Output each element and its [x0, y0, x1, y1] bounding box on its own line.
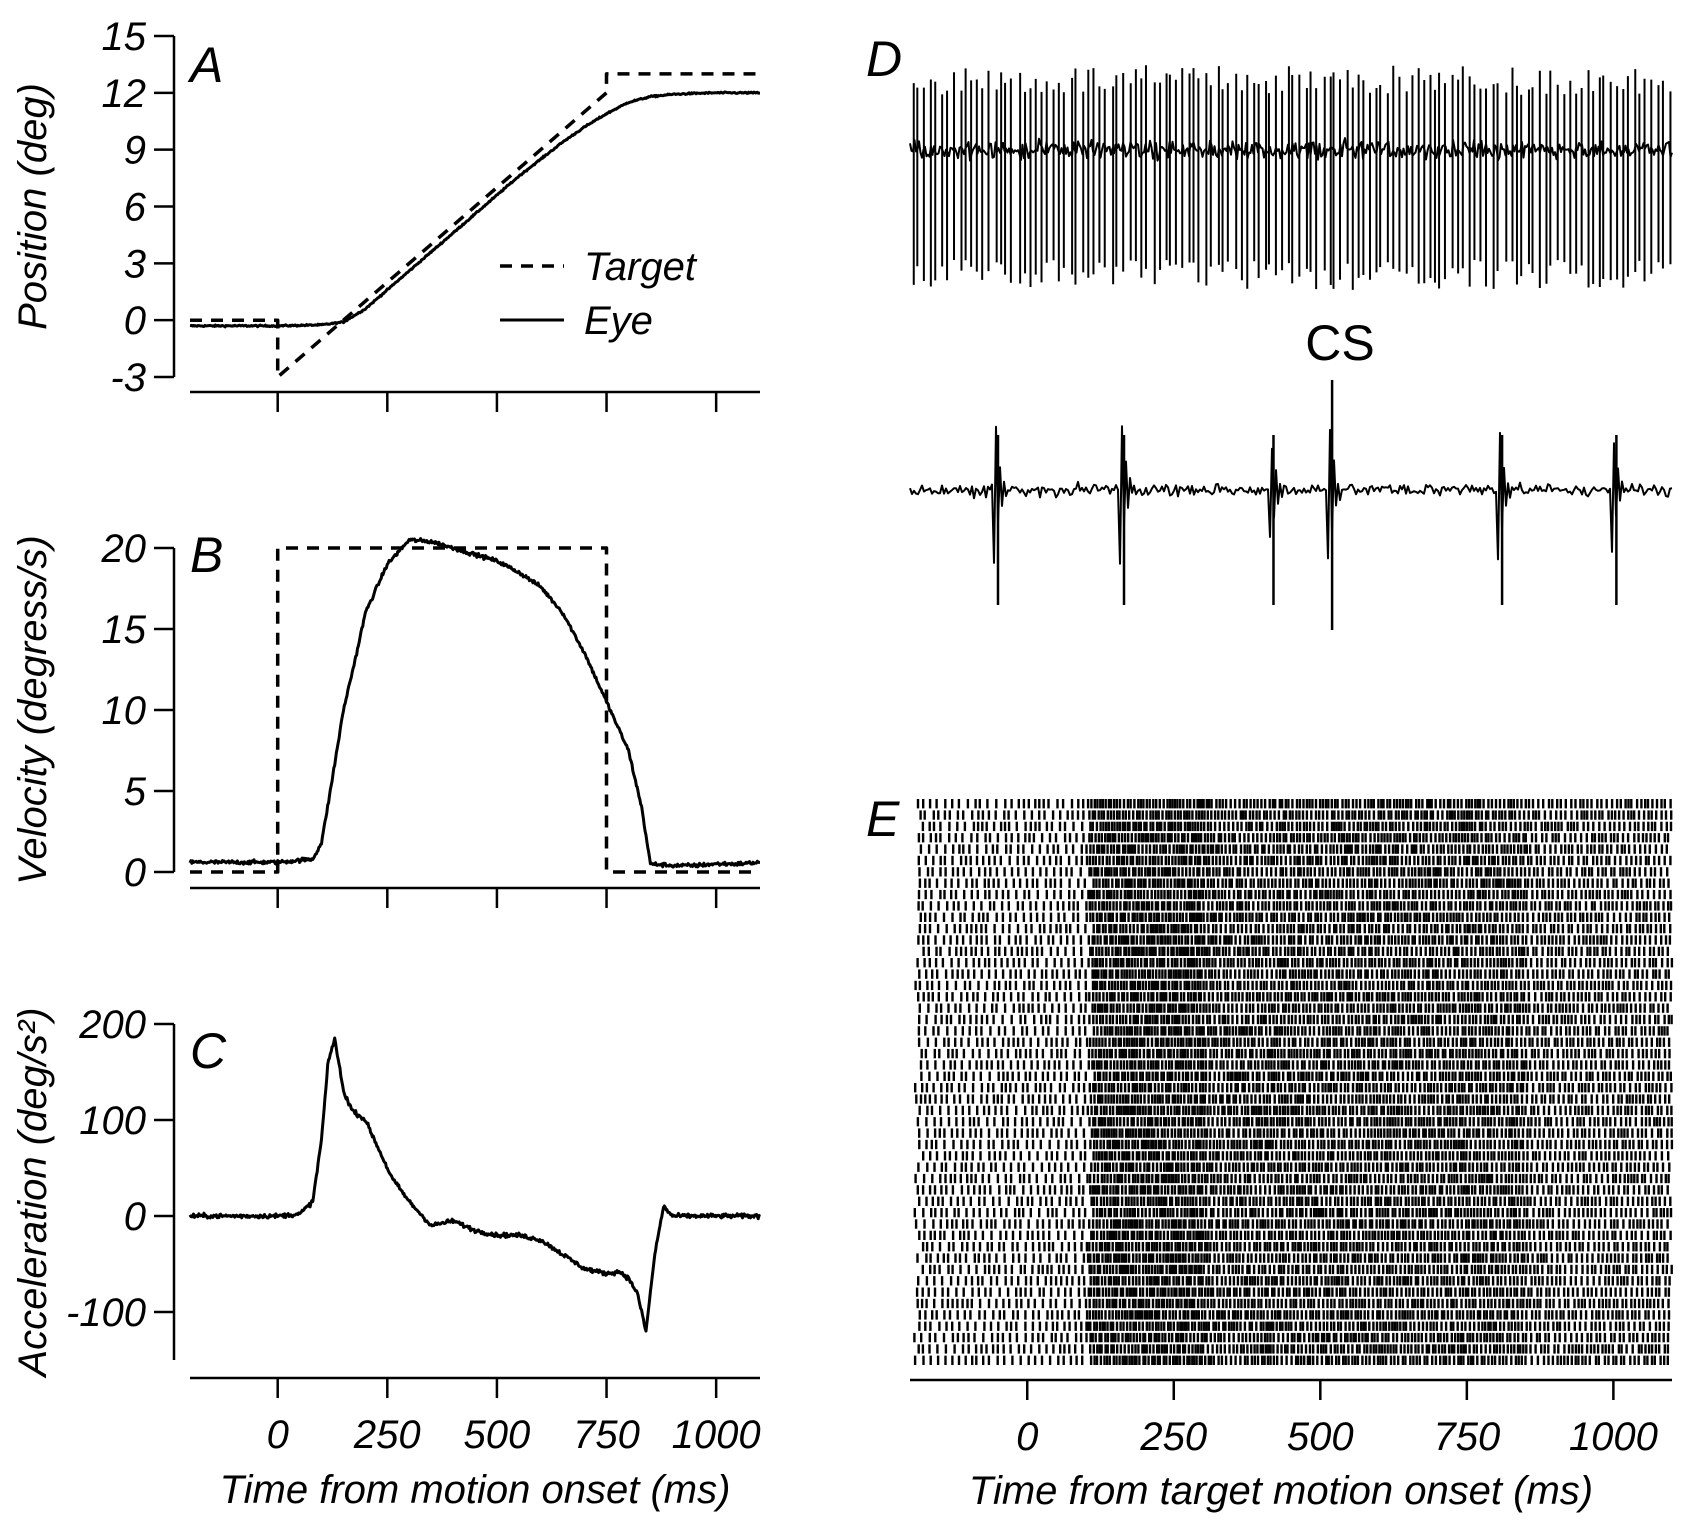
- panel-c-acceleration: -100 0 100 200 Acceleration (deg/s²) 0 250 500 7…: [11, 1003, 761, 1512]
- y-tick-label: 0: [124, 851, 146, 895]
- x-tick-label: 1000: [672, 1413, 761, 1457]
- y-tick-label: 5: [124, 770, 147, 814]
- legend-eye-label: Eye: [584, 299, 653, 343]
- eye-trace: [188, 537, 761, 869]
- eye-trace: [189, 90, 761, 329]
- y-tick-label: 6: [124, 186, 147, 230]
- panel-letter: E: [866, 791, 900, 847]
- y-tick-label: 0: [124, 1195, 146, 1239]
- y-axis-title: Position (deg): [11, 83, 55, 330]
- panel-b-velocity: 0 5 10 15 20 Velocity (degress/s) B: [11, 527, 761, 908]
- panel-a-position: -3 0 3 6 9 12 15 Position (deg) A Target Eye: [11, 15, 761, 412]
- panel-letter: A: [187, 37, 223, 93]
- y-tick-label: -3: [110, 356, 146, 400]
- y-tick-label: 100: [79, 1099, 146, 1143]
- y-tick-label: 20: [101, 527, 147, 571]
- x-tick-label: 250: [353, 1413, 421, 1457]
- y-tick-label: 15: [102, 15, 147, 59]
- y-tick-label: 15: [102, 608, 147, 652]
- cs-label: CS: [1305, 315, 1374, 371]
- target-trace: [190, 72, 760, 379]
- panel-letter: C: [190, 1023, 227, 1079]
- x-axis-title: Time from motion onset (ms): [220, 1468, 731, 1512]
- noise-band: [909, 137, 1673, 162]
- x-tick-label: 750: [573, 1413, 640, 1457]
- y-tick-label: 9: [124, 129, 146, 173]
- y-tick-label: -100: [66, 1291, 146, 1335]
- target-trace: [190, 546, 760, 874]
- y-axis-title: Acceleration (deg/s²): [11, 1007, 55, 1378]
- eye-trace: [188, 1036, 761, 1333]
- panel-letter: B: [190, 527, 223, 583]
- legend-target-label: Target: [584, 245, 698, 289]
- y-tick-label: 0: [124, 299, 146, 343]
- panel-d-spike-traces: D CS: [866, 31, 1673, 630]
- y-tick-label: 200: [78, 1003, 146, 1047]
- x-tick-label: 500: [464, 1413, 531, 1457]
- y-axis-title: Velocity (degress/s): [11, 535, 55, 885]
- y-tick-label: 10: [102, 689, 147, 733]
- x-tick-label: 0: [267, 1413, 289, 1457]
- panel-letter: D: [866, 31, 902, 87]
- y-tick-label: 3: [124, 242, 146, 286]
- y-tick-label: 12: [102, 72, 147, 116]
- complex-spike-trace: [909, 425, 1673, 565]
